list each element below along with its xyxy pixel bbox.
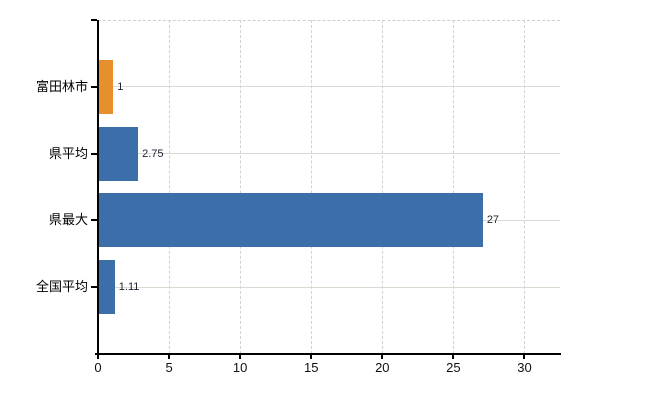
y-axis-tick [91, 286, 97, 289]
category-label: 富田林市 [35, 78, 88, 94]
grid-line-horizontal [98, 286, 560, 288]
grid-line-vertical [523, 20, 525, 354]
y-axis-tick [91, 19, 97, 21]
category-label: 県平均 [48, 145, 88, 161]
x-axis [95, 353, 561, 355]
grid-line-vertical [239, 20, 241, 354]
x-tick-label: 20 [375, 360, 390, 375]
y-axis-tick [91, 219, 97, 222]
x-axis-tick [452, 355, 455, 359]
x-tick-label: 10 [232, 360, 248, 375]
y-axis-tick [91, 152, 97, 155]
x-axis-tick [168, 355, 171, 359]
bar-value-label: 2.75 [142, 147, 164, 160]
x-axis-tick [239, 355, 242, 359]
bar [99, 126, 139, 181]
grid-line-horizontal [98, 86, 560, 88]
x-tick-label: 30 [517, 360, 532, 375]
grid-line-vertical [168, 20, 170, 354]
grid-line-vertical [452, 20, 454, 354]
bar [99, 193, 483, 248]
plot-top-border [98, 20, 560, 21]
x-axis-tick [523, 355, 526, 359]
bar-value-label: 1 [117, 80, 124, 93]
y-axis-tick [91, 85, 97, 88]
x-axis-tick [97, 355, 99, 359]
x-tick-label: 25 [446, 360, 461, 375]
x-axis-tick [381, 355, 384, 359]
grid-line-vertical [310, 20, 312, 354]
grid-line-horizontal [98, 153, 560, 155]
x-axis-tick [310, 355, 313, 359]
plot-area: 1 2.75 27 1.11 [98, 20, 560, 354]
category-label: 県最大 [48, 212, 88, 228]
y-axis [97, 20, 99, 355]
bar-value-label: 1.11 [118, 281, 140, 294]
x-tick-label: 15 [303, 360, 319, 375]
bar [99, 260, 115, 315]
bar-value-label: 27 [486, 214, 500, 227]
bar [99, 59, 114, 114]
grid-line-vertical [381, 20, 383, 354]
x-tick-label: 0 [94, 360, 102, 375]
category-label: 全国平均 [35, 279, 88, 295]
x-tick-label: 5 [165, 360, 173, 375]
